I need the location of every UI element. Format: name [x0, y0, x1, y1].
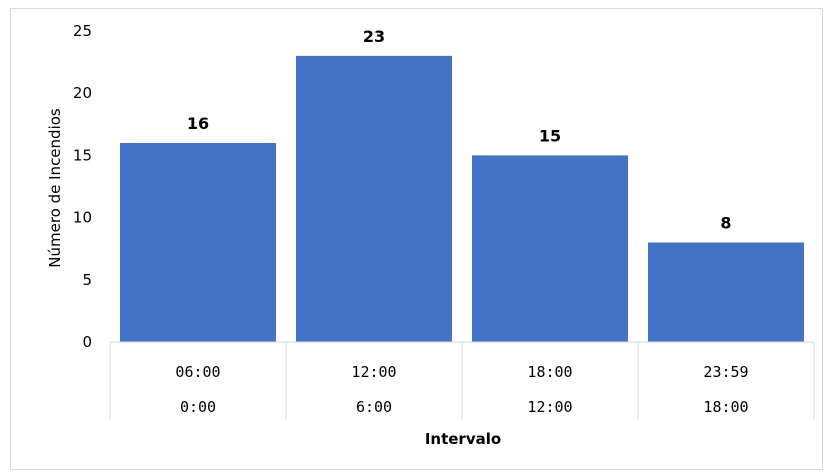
data-label: 15 — [539, 126, 561, 145]
y-tick-label: 25 — [73, 22, 92, 40]
category-label-upper: 06:00 — [175, 363, 220, 381]
y-tick-label: 15 — [73, 146, 92, 164]
y-tick-label: 20 — [73, 84, 92, 102]
bar — [120, 142, 276, 342]
bar — [296, 55, 452, 342]
bars — [120, 55, 804, 342]
bar — [472, 155, 628, 342]
category-label-lower: 0:00 — [180, 398, 216, 416]
data-label: 23 — [363, 27, 385, 46]
category-label-lower: 18:00 — [703, 398, 748, 416]
category-label-lower: 12:00 — [527, 398, 572, 416]
bar — [648, 242, 804, 342]
y-tick-label: 5 — [82, 271, 92, 289]
category-label-lower: 6:00 — [356, 398, 392, 416]
category-label-upper: 18:00 — [527, 363, 572, 381]
category-label-upper: 23:59 — [703, 363, 748, 381]
x-axis-category-table: 06:00 0:00 12:00 6:00 18:00 12:00 23:59 18:00 — [109, 341, 815, 420]
y-axis-ticks: 0 5 10 15 20 25 — [73, 22, 92, 351]
category-label-upper: 12:00 — [351, 363, 396, 381]
data-label: 16 — [187, 114, 209, 133]
data-labels: 16 23 15 8 — [187, 27, 732, 233]
y-tick-label: 0 — [82, 333, 92, 351]
x-axis-title: Intervalo — [425, 430, 501, 448]
data-label: 8 — [720, 213, 731, 232]
y-tick-label: 10 — [73, 209, 92, 227]
y-axis-title: Número de Incendios — [46, 108, 64, 268]
